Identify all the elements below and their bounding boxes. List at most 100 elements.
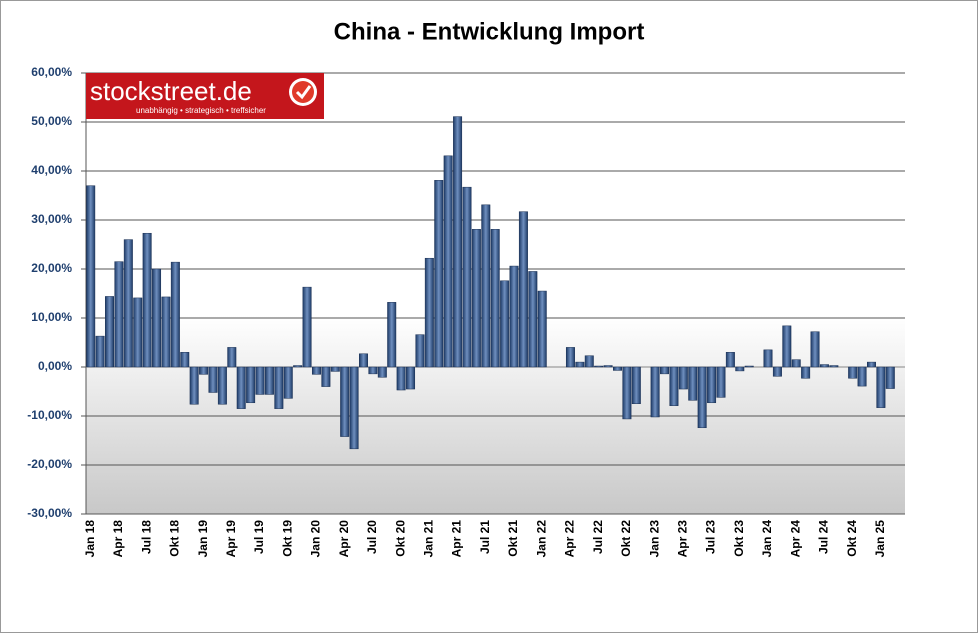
x-tick-label: Apr 23: [676, 520, 690, 558]
y-tick-label: -30,00%: [27, 506, 72, 520]
bar: [848, 366, 858, 379]
bar: [311, 366, 321, 375]
bar: [509, 265, 519, 368]
bar: [744, 365, 754, 368]
bar: [885, 366, 895, 389]
bar: [443, 155, 453, 368]
bar: [123, 239, 133, 368]
x-tick-label: Okt 21: [506, 520, 520, 557]
x-tick-label: Jan 23: [647, 520, 661, 558]
bar: [772, 366, 782, 377]
bar: [387, 302, 397, 368]
y-tick-label: 50,00%: [31, 114, 72, 128]
bar: [406, 366, 416, 390]
x-tick-label: Jul 23: [704, 520, 718, 554]
bar: [490, 229, 500, 368]
x-tick-label: Jul 22: [591, 520, 605, 554]
bar: [518, 211, 528, 368]
bar: [349, 366, 359, 450]
bar: [453, 116, 463, 368]
y-tick-label: -10,00%: [27, 408, 72, 422]
x-tick-label: Jan 20: [309, 520, 323, 558]
x-tick-label: Jan 22: [534, 520, 548, 558]
bar: [857, 366, 867, 387]
bar: [782, 325, 792, 368]
bar: [217, 366, 227, 405]
logo-tagline: unabhängig • strategisch • treffsicher: [136, 106, 266, 115]
bar: [613, 366, 622, 371]
bar: [133, 297, 143, 368]
bar: [575, 361, 585, 368]
bar: [528, 271, 538, 368]
x-tick-label: Jul 21: [478, 520, 492, 554]
bar: [537, 290, 547, 368]
bar: [105, 296, 115, 368]
x-tick-label: Okt 22: [619, 520, 633, 557]
bar: [330, 366, 340, 372]
logo-name: stockstreet.de: [90, 76, 252, 106]
x-tick-label: Apr 24: [788, 520, 802, 558]
bar: [424, 257, 434, 368]
y-tick-label: 60,00%: [31, 65, 72, 79]
x-tick-label: Okt 24: [845, 520, 859, 557]
bar: [725, 352, 735, 368]
bar: [255, 366, 265, 395]
bar: [735, 366, 745, 372]
logo: stockstreet.de unabhängig • strategisch …: [86, 73, 324, 119]
x-tick-label: Jan 18: [83, 520, 97, 558]
bar: [434, 180, 444, 368]
bar: [471, 229, 481, 368]
bar: [707, 366, 717, 404]
bar: [669, 366, 679, 406]
x-tick-label: Jan 24: [760, 520, 774, 558]
bar: [819, 364, 829, 368]
bar: [866, 361, 876, 368]
bar: [180, 352, 190, 368]
bar: [152, 268, 162, 368]
bar: [650, 366, 660, 418]
x-tick-label: Jan 21: [422, 520, 436, 558]
bar: [678, 366, 688, 390]
y-tick-label: 20,00%: [31, 261, 72, 275]
bar: [274, 366, 284, 409]
bar: [283, 366, 293, 399]
bar: [622, 366, 632, 420]
bar: [415, 334, 425, 368]
bar: [801, 366, 811, 379]
bar: [236, 366, 246, 409]
y-tick-label: 40,00%: [31, 163, 72, 177]
bar: [359, 353, 368, 368]
bar: [603, 365, 613, 368]
bar: [321, 366, 331, 387]
bar: [340, 366, 350, 437]
bar: [142, 232, 152, 368]
x-tick-label: Apr 19: [224, 520, 238, 558]
bar: [86, 185, 96, 368]
x-tick-label: Jul 20: [365, 520, 379, 554]
x-tick-label: Jan 19: [196, 520, 210, 558]
y-tick-label: -20,00%: [27, 457, 72, 471]
bar: [594, 365, 604, 368]
bar: [716, 366, 726, 398]
x-tick-label: Apr 20: [337, 520, 351, 558]
logo-check: [295, 85, 312, 100]
bar: [791, 359, 801, 368]
bar: [565, 347, 575, 368]
x-tick-label: Okt 23: [732, 520, 746, 557]
x-tick-label: Apr 18: [111, 520, 125, 558]
bar: [500, 280, 510, 368]
bar: [697, 366, 707, 429]
chart-title: China - Entwicklung Import: [334, 18, 645, 45]
x-tick-label: Jul 19: [252, 520, 266, 554]
y-tick-label: 30,00%: [31, 212, 72, 226]
bar: [95, 335, 105, 368]
bar: [660, 366, 670, 375]
bar: [462, 186, 472, 368]
bar: [810, 331, 820, 368]
x-tick-label: Jul 24: [817, 520, 831, 554]
bar: [688, 366, 698, 401]
bar: [377, 366, 387, 378]
x-tick-label: Okt 18: [168, 520, 182, 557]
logo-box: [86, 73, 324, 119]
